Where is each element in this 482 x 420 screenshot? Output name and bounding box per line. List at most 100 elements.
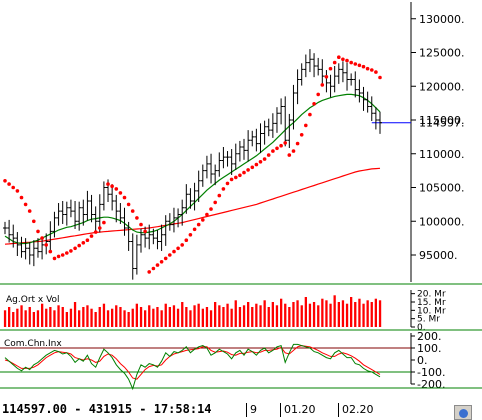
volume-bar	[127, 312, 130, 327]
sar-point	[312, 102, 316, 106]
volume-tick-label: 0.	[417, 323, 426, 333]
sar-point	[122, 195, 127, 200]
volume-bar	[284, 303, 287, 327]
sar-point	[328, 66, 333, 71]
price-panel: 130000. 125000. 120000. 115000. 110000. 10500…	[3, 2, 465, 282]
price-bar	[192, 182, 197, 211]
sar-point	[168, 253, 172, 257]
sar-point	[345, 58, 349, 63]
price-bar	[68, 199, 73, 218]
volume-bar	[119, 307, 122, 327]
sar-point	[126, 202, 131, 207]
volume-bar	[197, 303, 200, 327]
volume-bar	[32, 312, 35, 327]
date-tick-label: 9	[246, 403, 257, 417]
sar-point	[19, 195, 24, 200]
sar-point	[304, 123, 308, 128]
sar-point	[349, 60, 354, 65]
volume-bar	[53, 310, 56, 327]
volume-bar	[193, 305, 196, 327]
price-bar	[332, 66, 337, 93]
oscillator-panel: 200.100.0.-100.-200. Com.Chn.Inx	[0, 330, 445, 391]
sar-point	[361, 64, 366, 69]
price-bar	[303, 54, 308, 78]
sar-point	[266, 153, 271, 157]
price-bar	[250, 130, 255, 147]
sar-point	[52, 256, 57, 261]
sar-point	[56, 254, 61, 259]
price-bar	[167, 213, 172, 231]
volume-bar	[139, 307, 143, 327]
volume-bar	[275, 305, 279, 327]
sar-point	[44, 243, 48, 247]
sar-point	[357, 63, 362, 68]
price-bar	[378, 111, 382, 134]
volume-bar	[16, 308, 19, 327]
price-bar	[114, 194, 119, 223]
price-tick-label: 110000.	[419, 148, 465, 161]
sar-point	[341, 57, 345, 62]
volume-bar	[255, 303, 258, 327]
volume-bar	[172, 305, 176, 327]
price-bar	[56, 203, 61, 226]
sar-point	[262, 157, 267, 161]
volume-bar	[370, 302, 373, 327]
price-bar	[35, 238, 40, 258]
price-bar	[353, 71, 358, 98]
sar-point	[370, 68, 374, 72]
price-bar	[279, 98, 284, 125]
sar-point	[316, 92, 321, 97]
price-bar	[130, 233, 135, 280]
volume-bar	[57, 305, 60, 327]
volume-bar	[222, 307, 225, 327]
volume-bar	[251, 307, 254, 327]
price-bar	[52, 211, 57, 238]
price-bar	[11, 224, 16, 248]
price-bar	[213, 164, 218, 186]
sar-point	[81, 241, 86, 245]
scroll-right-button[interactable]	[454, 405, 472, 420]
price-bar	[233, 143, 238, 170]
sar-point	[135, 216, 139, 220]
price-bar	[19, 236, 24, 258]
price-bar	[357, 79, 362, 103]
volume-tick-label: 15. Mr	[417, 298, 446, 308]
volume-bar	[148, 305, 151, 327]
volume-bar	[160, 310, 163, 327]
volume-bar	[304, 297, 307, 327]
sar-point	[36, 229, 40, 234]
volume-bar	[366, 300, 369, 327]
volume-bar	[102, 303, 106, 327]
chart-canvas[interactable]: 130000. 125000. 120000. 115000. 110000. 10500…	[0, 0, 482, 400]
sar-point	[73, 246, 77, 251]
sar-point	[209, 207, 213, 211]
volume-bar	[98, 307, 101, 327]
volume-bar	[123, 310, 126, 327]
sar-point	[225, 181, 230, 186]
sar-point	[151, 266, 156, 271]
price-bar	[246, 130, 251, 162]
volume-bar	[131, 308, 134, 327]
volume-bar	[189, 310, 192, 327]
volume-bar	[230, 308, 233, 327]
sar-point	[163, 256, 168, 261]
price-tick-label: 125000.	[419, 47, 465, 60]
price-tick-label: 130000.	[419, 13, 465, 26]
price-bar	[262, 120, 267, 145]
price-bar	[295, 69, 300, 105]
price-bar	[81, 199, 86, 226]
volume-bar	[238, 307, 242, 327]
sar-point	[65, 251, 69, 255]
volume-bar	[111, 308, 114, 327]
volume-bar	[144, 310, 147, 327]
volume-bar	[247, 302, 250, 327]
price-bar	[200, 164, 205, 187]
price-bar	[97, 194, 102, 233]
volume-bar	[350, 297, 353, 327]
price-bar	[336, 63, 341, 84]
volume-bar	[61, 307, 64, 327]
sar-point	[291, 149, 296, 153]
oscillator-lines	[0, 343, 411, 391]
volume-bar	[36, 310, 40, 327]
